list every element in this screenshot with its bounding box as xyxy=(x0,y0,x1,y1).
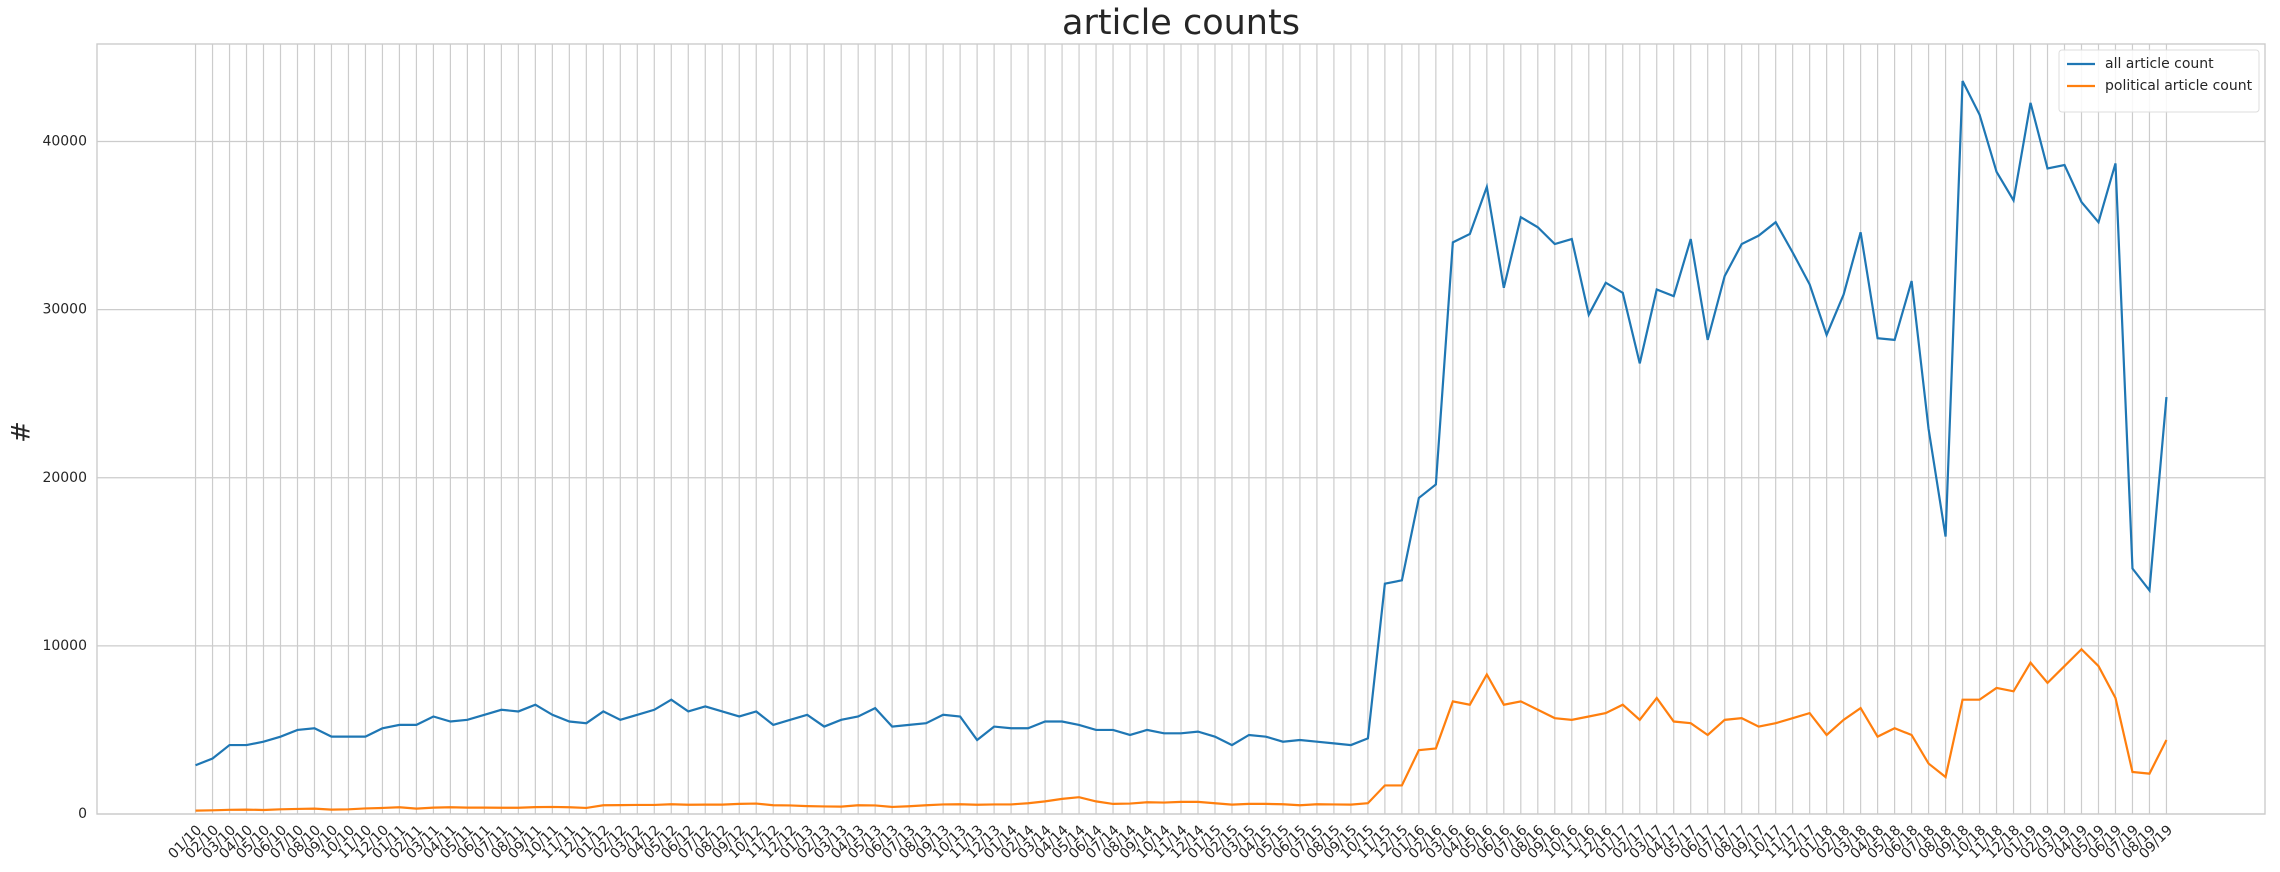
y-tick-label: 40000 xyxy=(42,134,87,150)
legend-label: political article count xyxy=(2105,78,2253,94)
y-tick-label: 10000 xyxy=(42,638,87,654)
y-axis-label: # xyxy=(7,421,37,443)
legend-box xyxy=(2058,49,2260,113)
data-line xyxy=(195,80,2168,767)
chart-title: article counts xyxy=(1062,3,1300,43)
y-tick-label: 30000 xyxy=(42,302,87,318)
data-line xyxy=(195,647,2168,812)
y-tick-label: 0 xyxy=(78,806,87,822)
y-tick-label: 20000 xyxy=(42,470,87,486)
legend-label: all article count xyxy=(2105,56,2214,72)
